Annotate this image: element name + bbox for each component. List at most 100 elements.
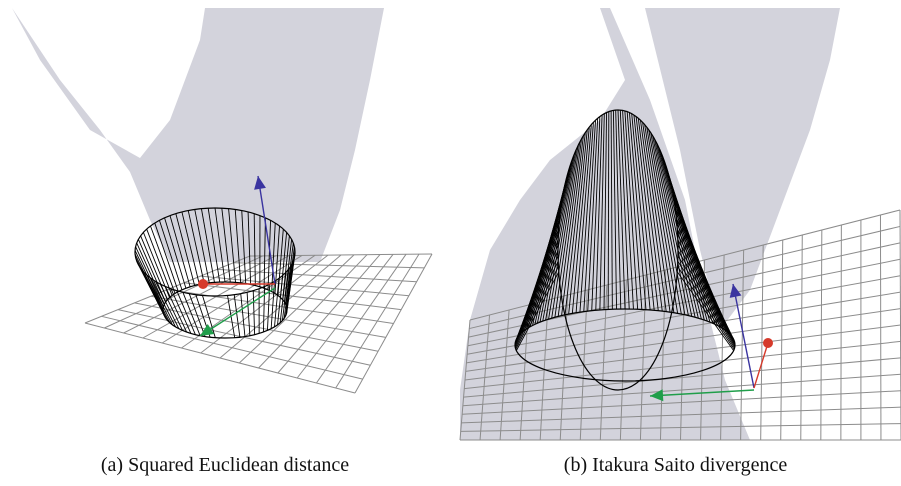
y-axis-head [200, 323, 215, 336]
grid-line [84, 322, 356, 394]
coordinate-axes [649, 283, 773, 402]
wireframe-cone [134, 207, 296, 339]
cone-ruling [150, 225, 176, 294]
squared-euclidean-3d-plot [12, 8, 433, 394]
cone-ruling [234, 209, 242, 283]
grid-line [462, 373, 901, 407]
cone-ruling [188, 293, 206, 337]
x-axis-head [198, 279, 208, 289]
caption-b: (b) Itakura Saito divergence [563, 454, 788, 476]
cone-ruling [561, 135, 584, 316]
cone-ruling [644, 124, 675, 313]
cone-ruling [515, 266, 559, 350]
cone-ruling [271, 223, 276, 292]
cone-ruling [164, 217, 187, 289]
cone-ruling [551, 145, 579, 319]
cone-ruling [233, 294, 241, 338]
cone-ruling [575, 124, 592, 313]
cone-ruling [241, 210, 247, 284]
cone-ruling [182, 292, 201, 336]
x-axis-shaft [753, 342, 769, 389]
cone-ruling [677, 234, 735, 342]
cone-ruling [626, 111, 643, 310]
cone-ruling [677, 266, 735, 350]
cone-ruling [221, 208, 231, 283]
cone-top-rim [134, 207, 296, 297]
cone-ruling [277, 275, 284, 325]
cone-ruling [642, 122, 671, 313]
cone-ruling [159, 220, 183, 290]
grid-line [216, 268, 417, 283]
wireframe-cone [514, 109, 736, 391]
cone-ruling [534, 169, 570, 325]
cone-ruling [622, 110, 634, 310]
cone-ruling [285, 257, 295, 314]
z-axis-head [254, 176, 266, 190]
itakura-saito-3d-plot [459, 8, 901, 441]
cone-ruling [650, 132, 686, 315]
panel-a: (a) Squared Euclidean distance [0, 0, 450, 486]
z-axis-shaft [732, 283, 755, 389]
coordinate-axes [198, 175, 276, 337]
cone-ruling [536, 165, 571, 324]
y-axis-shaft [649, 389, 755, 397]
cone-ruling [283, 265, 292, 319]
cone-ruling [631, 113, 651, 310]
cone-ruling [137, 239, 167, 303]
cone-ruling [571, 127, 590, 314]
cone-ruling [285, 242, 294, 305]
cone-ruling [615, 110, 622, 310]
grid-line [461, 406, 901, 424]
cone-ruling [140, 235, 168, 300]
cone-ruling [176, 290, 196, 335]
grid-line [463, 357, 901, 398]
y-axis-head [650, 389, 664, 402]
cone-ruling [134, 253, 164, 312]
cone-ruling [146, 228, 173, 296]
cone-ruling [281, 268, 290, 321]
grid-line [101, 315, 363, 380]
grid-line [249, 253, 433, 257]
grid-line [233, 262, 425, 269]
cone-ruling [612, 110, 618, 310]
cone-ruling [207, 208, 221, 283]
cone-ruling [548, 149, 577, 320]
cone-ruling [657, 145, 699, 319]
panel-b: (b) Itakura Saito divergence [450, 0, 901, 486]
cone-ruling [202, 295, 216, 338]
cone-ruling [246, 292, 251, 336]
cone-ruling [154, 222, 179, 292]
cone-ruling [146, 275, 173, 326]
cone-ruling [228, 208, 236, 283]
cone-ruling [539, 161, 573, 323]
cone-ruling [640, 120, 667, 312]
cone-ruling [267, 220, 271, 290]
cone-ruling [629, 112, 647, 310]
x-axis-head [763, 338, 773, 348]
cone-ruling [155, 281, 180, 329]
cone-ruling [200, 208, 215, 283]
cone-ruling [599, 113, 605, 310]
grid-line [117, 309, 371, 366]
cone-ruling [554, 142, 581, 318]
cone-ruling [637, 118, 663, 312]
cone-ruling [557, 138, 583, 317]
cone-ruling [610, 110, 613, 310]
cone-ruling [175, 213, 196, 286]
cone-ruling [262, 286, 266, 332]
cone-top-rim [557, 109, 679, 391]
cone-ruling [595, 115, 603, 311]
cone-ruling [635, 116, 659, 311]
cone-ruling [591, 116, 601, 311]
cone-ruling [646, 127, 679, 314]
cone-ruling [617, 109, 626, 310]
cone-ruling [252, 290, 256, 335]
grid-line [464, 324, 901, 381]
cone-ruling [274, 225, 280, 294]
grid-line [467, 258, 901, 347]
cone-ruling [214, 207, 226, 283]
cone-ruling [240, 293, 246, 337]
cone-ruling [652, 135, 689, 316]
cone-base-rim [162, 281, 288, 339]
cone-ruling [677, 239, 736, 343]
